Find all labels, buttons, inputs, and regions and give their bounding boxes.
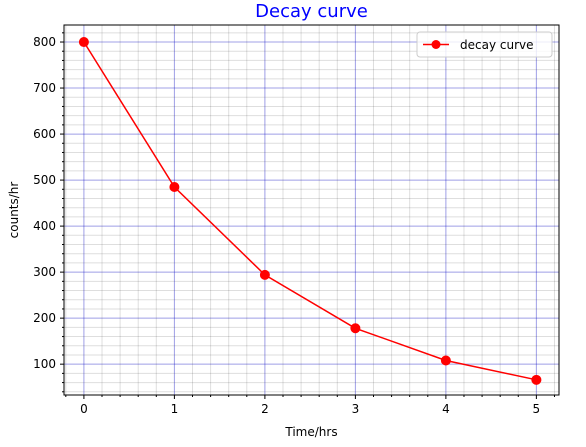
series-line [84,42,536,380]
data-point [441,356,450,365]
data-point [351,324,360,333]
y-tick-label: 300 [33,265,56,279]
x-tick-label: 0 [80,402,88,416]
data-point [532,375,541,384]
data-point [260,270,269,279]
y-tick-label: 800 [33,35,56,49]
series-layer [79,38,540,385]
y-axis-label: counts/hr [7,182,21,239]
x-tick-label: 2 [261,402,269,416]
y-tick-label: 700 [33,81,56,95]
data-point [170,182,179,191]
x-tick-label: 4 [442,402,450,416]
legend: decay curve [417,32,552,57]
x-tick-label: 3 [352,402,360,416]
x-axis-label: Time/hrs [284,425,337,439]
legend-label: decay curve [460,38,534,52]
y-tick-label: 100 [33,357,56,371]
legend-marker [432,40,441,49]
y-tick-label: 500 [33,173,56,187]
y-tick-label: 600 [33,127,56,141]
y-tick-label: 400 [33,219,56,233]
y-tick-label: 200 [33,311,56,325]
x-tick-label: 1 [171,402,179,416]
axis-ticks: 0 1 2 3 4 5 100 200 300 400 500 600 700 800 [33,33,554,416]
x-tick-label: 5 [533,402,541,416]
data-point [79,38,88,47]
minor-grid [64,25,559,395]
chart-title: Decay curve [255,1,368,22]
